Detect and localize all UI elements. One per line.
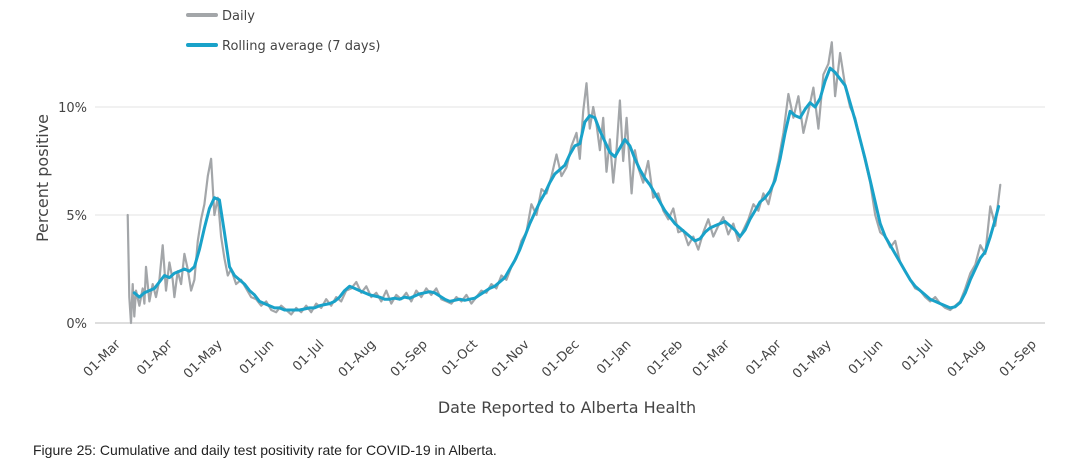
y-tick-label: 5% [66,209,87,224]
x-tick-label: 01-Oct [439,337,481,379]
x-tick-label: 01-Aug [945,337,988,380]
x-tick-label: 01-Nov [489,337,533,381]
y-tick-label: 10% [58,101,87,116]
x-tick-label: 01-May [181,337,226,382]
x-tick-label: 01-May [790,337,835,382]
x-tick-label: 01-Jan [594,337,634,377]
x-tick-label: 01-Jun [846,337,887,378]
x-tick-label: 01-Sep [997,337,1040,380]
x-axis-title: Date Reported to Alberta Health [438,398,696,417]
x-tick-label: 01-Dec [539,337,582,380]
rolling-average-series-line [132,66,1001,312]
x-tick-label: 01-Feb [644,337,686,379]
x-tick-label: 01-Sep [388,337,431,380]
y-tick-label: 0% [66,317,87,332]
figure-caption: Figure 25: Cumulative and daily test pos… [33,442,497,458]
x-tick-label: 01-Jul [899,337,936,374]
positivity-chart: 0%5%10%01-Mar 01-Apr 01-May 01-Jun 01-Jul 01-… [33,9,1045,417]
x-tick-label: 01-Jun [237,337,278,378]
x-tick-label: 01-Apr [743,337,785,379]
y-axis-title: Percent positive [33,114,52,242]
x-tick-label: 01-Jul [290,337,327,374]
x-tick-label: 01-Mar [81,337,124,380]
legend-label-0: Daily [222,9,255,24]
legend-label-1: Rolling average (7 days) [222,39,380,54]
x-tick-label: 01-Aug [336,337,379,380]
x-tick-label: 01-Apr [134,337,176,379]
x-tick-label: 01-Mar [690,337,733,380]
